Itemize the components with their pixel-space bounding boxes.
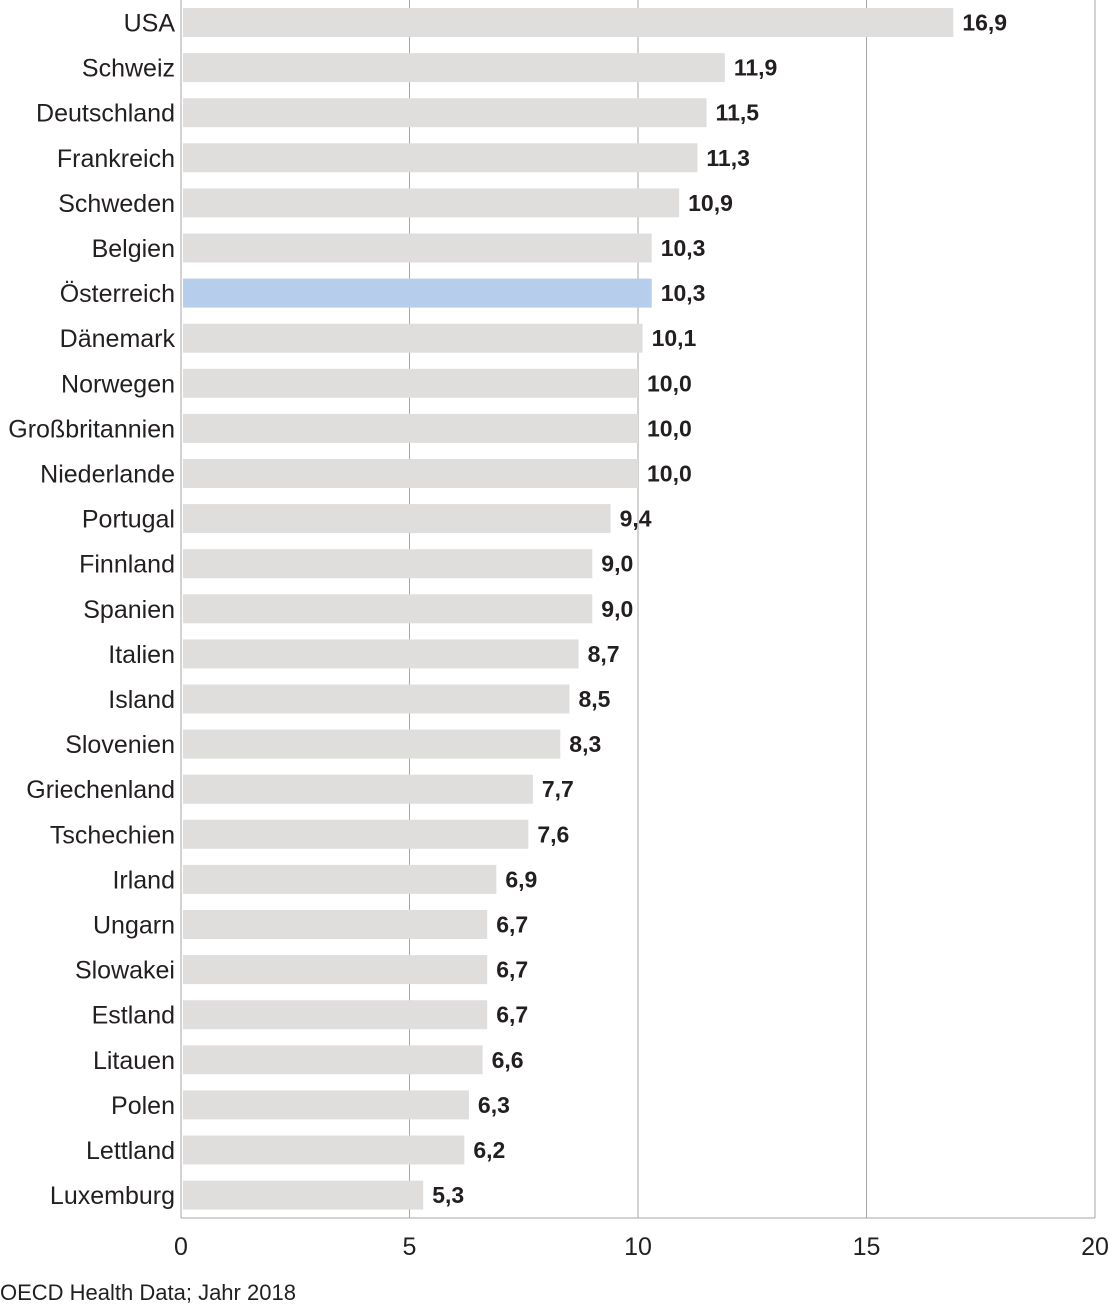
- bar-schweiz: [183, 53, 725, 83]
- category-label-tschechien: Tschechien: [50, 821, 175, 849]
- category-label-portugal: Portugal: [82, 506, 175, 534]
- bar-österreich: [183, 278, 652, 308]
- category-label-dänemark: Dänemark: [60, 325, 176, 353]
- category-label-schweden: Schweden: [58, 190, 175, 218]
- bar-irland: [183, 864, 497, 894]
- value-label-frankreich: 11,3: [706, 145, 750, 171]
- source-note: OECD Health Data; Jahr 2018: [0, 1280, 296, 1305]
- category-label-usa: USA: [124, 10, 176, 38]
- category-label-finnland: Finnland: [79, 551, 175, 579]
- value-label-griechenland: 7,7: [542, 776, 574, 802]
- x-tick-label-10: 10: [624, 1233, 652, 1261]
- category-label-deutschland: Deutschland: [36, 100, 175, 128]
- bar-litauen: [183, 1045, 483, 1075]
- value-labels: 16,9 11,9 11,5 11,3 10,9 10,3 10,3 10,1 10,0 10,0…: [432, 10, 1007, 1209]
- category-label-niederlande: Niederlande: [40, 461, 175, 489]
- x-tick-label-5: 5: [403, 1233, 417, 1261]
- value-label-österreich: 10,3: [661, 280, 706, 306]
- bar-niederlande: [183, 459, 638, 488]
- bar-dänemark: [183, 323, 643, 353]
- bar-luxemburg: [183, 1180, 424, 1210]
- value-label-lettland: 6,2: [473, 1137, 505, 1163]
- bar-usa: [183, 8, 954, 37]
- value-label-norwegen: 10,0: [647, 370, 692, 396]
- bar-belgien: [183, 233, 652, 263]
- bar-norwegen: [183, 368, 638, 398]
- bar-polen: [183, 1090, 469, 1120]
- category-label-norwegen: Norwegen: [61, 370, 175, 398]
- bar-deutschland: [183, 98, 707, 128]
- value-label-schweiz: 11,9: [734, 55, 778, 81]
- value-label-tschechien: 7,6: [537, 821, 569, 847]
- value-label-island: 8,5: [578, 686, 610, 712]
- value-label-usa: 16,9: [962, 10, 1007, 36]
- x-axis-tick-labels: 0 5 10 15 20: [174, 1233, 1109, 1261]
- bar-estland: [183, 1000, 488, 1030]
- category-label-italien: Italien: [108, 641, 175, 669]
- category-label-österreich: Österreich: [60, 280, 175, 308]
- x-tick-label-0: 0: [174, 1233, 188, 1261]
- category-labels: USA Schweiz Deutschland Frankreich Schweden B…: [8, 10, 175, 1211]
- category-label-spanien: Spanien: [83, 596, 175, 624]
- bar-island: [183, 684, 570, 714]
- category-label-slowakei: Slowakei: [75, 957, 175, 985]
- category-label-ungarn: Ungarn: [93, 912, 175, 940]
- category-label-lettland: Lettland: [86, 1137, 175, 1165]
- category-label-litauen: Litauen: [93, 1047, 175, 1075]
- category-label-griechenland: Griechenland: [26, 776, 175, 804]
- x-tick-label-20: 20: [1081, 1233, 1109, 1261]
- value-label-ungarn: 6,7: [496, 912, 528, 938]
- category-label-slovenien: Slovenien: [65, 731, 175, 759]
- category-label-estland: Estland: [92, 1002, 175, 1030]
- category-label-schweiz: Schweiz: [82, 55, 175, 83]
- bar-slovenien: [183, 729, 561, 759]
- value-label-finnland: 9,0: [601, 551, 633, 577]
- bar-lettland: [183, 1135, 465, 1165]
- value-label-litauen: 6,6: [492, 1047, 524, 1073]
- value-label-schweden: 10,9: [688, 190, 733, 216]
- bar-schweden: [183, 188, 680, 218]
- value-label-polen: 6,3: [478, 1092, 510, 1118]
- bar-finnland: [183, 549, 593, 579]
- category-label-großbritannien: Großbritannien: [8, 415, 175, 443]
- bar-italien: [183, 639, 579, 669]
- value-label-deutschland: 11,5: [716, 100, 760, 126]
- category-label-frankreich: Frankreich: [57, 145, 175, 173]
- value-label-estland: 6,7: [496, 1002, 528, 1028]
- bar-griechenland: [183, 774, 533, 804]
- bar-tschechien: [183, 819, 529, 849]
- value-label-belgien: 10,3: [661, 235, 706, 261]
- value-label-spanien: 9,0: [601, 596, 633, 622]
- category-label-polen: Polen: [111, 1092, 175, 1120]
- bar-großbritannien: [183, 413, 638, 443]
- bars: [183, 8, 954, 1210]
- value-label-großbritannien: 10,0: [647, 415, 692, 441]
- category-label-island: Island: [108, 686, 175, 714]
- bar-ungarn: [183, 910, 488, 939]
- value-label-slovenien: 8,3: [569, 731, 601, 757]
- bar-portugal: [183, 504, 611, 534]
- value-label-portugal: 9,4: [620, 506, 652, 532]
- bar-frankreich: [183, 143, 698, 173]
- bar-chart: USA Schweiz Deutschland Frankreich Schweden B…: [8, 0, 1109, 1261]
- value-label-luxemburg: 5,3: [432, 1182, 464, 1208]
- x-tick-label-15: 15: [853, 1233, 881, 1261]
- value-label-slowakei: 6,7: [496, 957, 528, 983]
- category-label-luxemburg: Luxemburg: [50, 1182, 175, 1210]
- value-label-italien: 8,7: [588, 641, 620, 667]
- bar-slowakei: [183, 955, 488, 985]
- category-label-irland: Irland: [112, 866, 175, 894]
- value-label-niederlande: 10,0: [647, 461, 692, 487]
- category-label-belgien: Belgien: [92, 235, 175, 263]
- bar-spanien: [183, 594, 593, 624]
- value-label-dänemark: 10,1: [652, 325, 697, 351]
- value-label-irland: 6,9: [505, 866, 537, 892]
